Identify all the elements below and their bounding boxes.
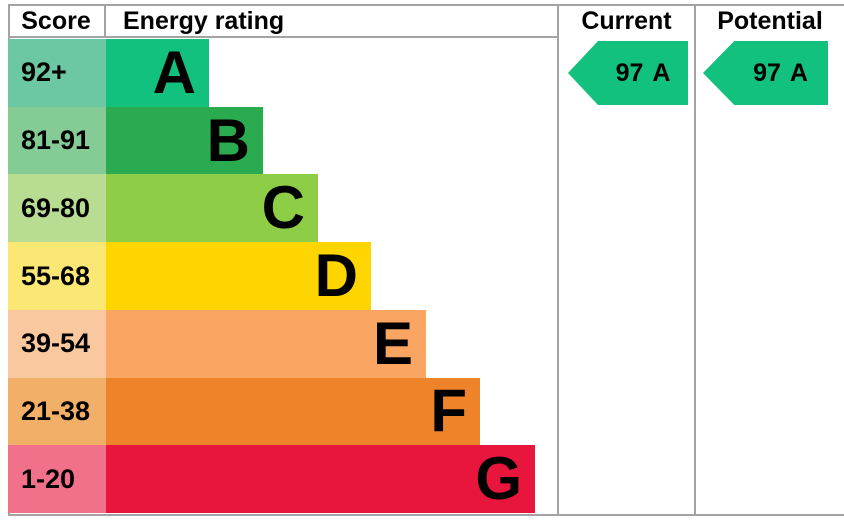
bottom-border-line xyxy=(8,514,844,516)
band-row-g: 1-20 G xyxy=(8,445,557,514)
band-row-d: 55-68 D xyxy=(8,242,557,310)
current-column-header: Current xyxy=(581,7,672,35)
band-score-cell: 81-91 xyxy=(8,106,106,175)
band-score-label: 55-68 xyxy=(21,260,91,291)
band-bar: G xyxy=(106,445,535,514)
current-rating-label: 97 A xyxy=(598,41,688,105)
band-score-cell: 92+ xyxy=(8,39,106,107)
band-score-label: 81-91 xyxy=(21,125,91,156)
band-letter: A xyxy=(152,38,196,106)
potential-rating-value: 97 xyxy=(753,58,781,87)
band-row-e: 39-54 E xyxy=(8,309,557,378)
energy-rating-column-header: Energy rating xyxy=(123,7,285,35)
band-letter: E xyxy=(372,309,413,377)
band-letter: F xyxy=(430,377,467,445)
score-column-header: Score xyxy=(21,7,91,35)
band-score-cell: 39-54 xyxy=(8,309,106,378)
band-bar: F xyxy=(106,377,480,446)
band-score-label: 69-80 xyxy=(21,192,91,223)
band-score-cell: 55-68 xyxy=(8,242,106,310)
potential-rating-arrow: 97 A xyxy=(703,41,828,105)
band-score-label: 92+ xyxy=(21,57,67,88)
header-underline xyxy=(8,36,557,38)
band-letter: G xyxy=(475,445,522,513)
band-score-label: 39-54 xyxy=(21,328,91,359)
band-score-cell: 69-80 xyxy=(8,174,106,243)
current-rating-arrow: 97 A xyxy=(568,41,688,105)
band-letter: D xyxy=(314,242,358,310)
band-bar: C xyxy=(106,174,318,243)
band-rows: 92+ A 81-91 B 69-80 C 55-68 D 39-54 E 21… xyxy=(8,39,557,514)
potential-column-divider xyxy=(694,4,696,516)
band-row-b: 81-91 B xyxy=(8,106,557,175)
band-score-cell: 21-38 xyxy=(8,377,106,446)
band-letter: B xyxy=(206,106,250,174)
band-score-label: 21-38 xyxy=(21,395,91,426)
band-row-c: 69-80 C xyxy=(8,174,557,243)
band-bar: E xyxy=(106,309,426,378)
band-score-cell: 1-20 xyxy=(8,445,106,514)
band-row-f: 21-38 F xyxy=(8,377,557,446)
potential-rating-label: 97 A xyxy=(733,41,828,105)
band-bar: A xyxy=(106,39,209,107)
potential-rating-band: A xyxy=(789,58,808,87)
band-bar: B xyxy=(106,106,263,175)
current-column-divider xyxy=(557,4,559,516)
score-column-divider xyxy=(104,4,106,38)
top-border-line xyxy=(8,4,844,6)
band-letter: C xyxy=(261,174,305,242)
current-rating-band: A xyxy=(652,58,671,87)
band-score-label: 1-20 xyxy=(21,463,76,494)
band-bar: D xyxy=(106,242,371,310)
potential-column-header: Potential xyxy=(717,7,823,35)
current-rating-value: 97 xyxy=(615,58,644,87)
band-row-a: 92+ A xyxy=(8,39,557,107)
